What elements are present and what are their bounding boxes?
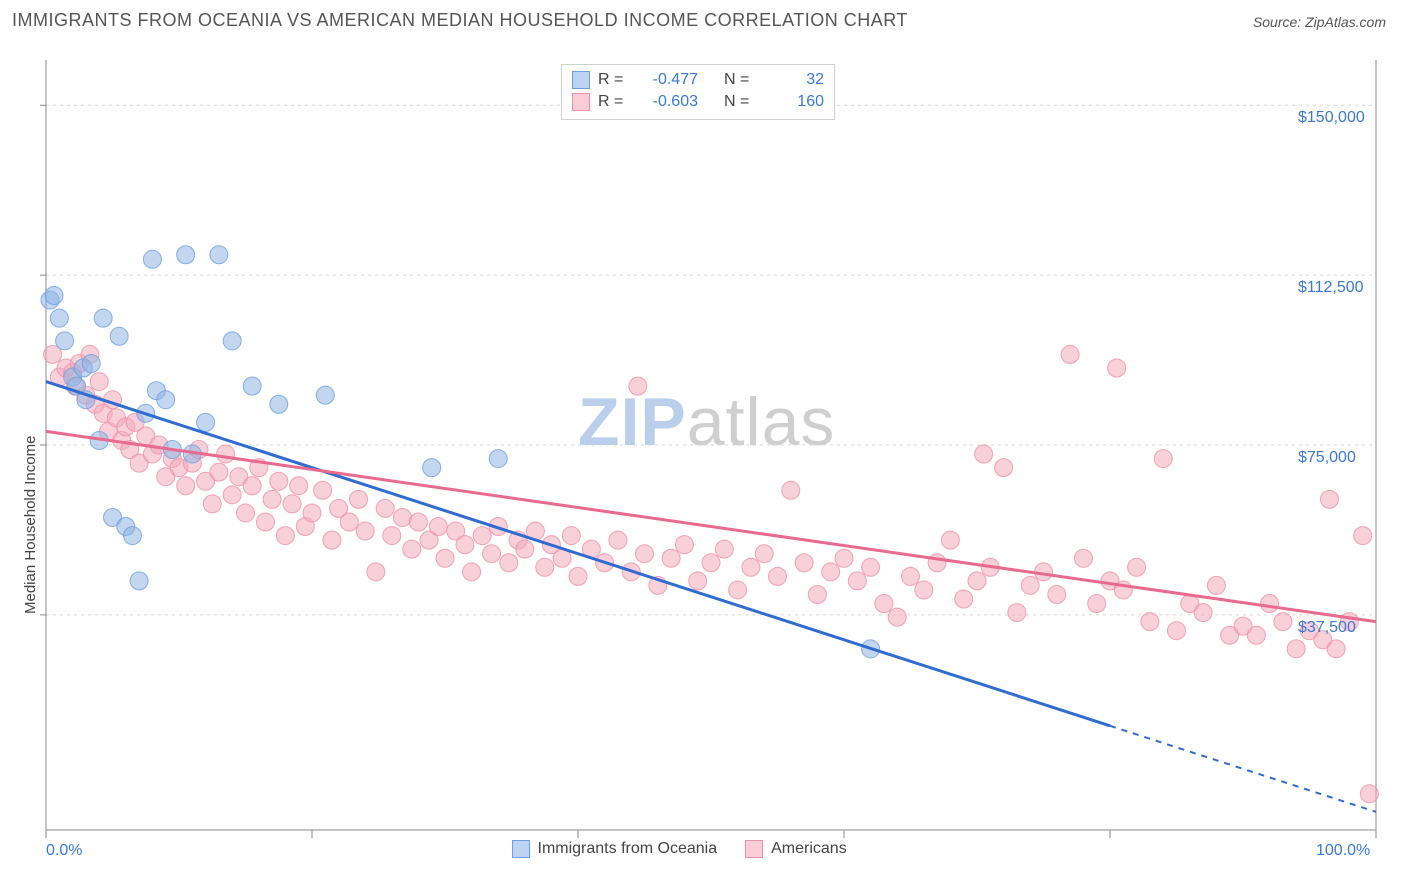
n-value-americans: 160: [766, 91, 824, 113]
source-attribution: Source: ZipAtlas.com: [1253, 14, 1386, 30]
n-value-oceania: 32: [766, 69, 824, 91]
swatch-americans: [745, 840, 763, 858]
source-name: ZipAtlas.com: [1305, 14, 1386, 30]
n-label: N =: [724, 91, 758, 113]
x-tick-label: 100.0%: [1316, 842, 1370, 860]
y-tick-label: $37,500: [1298, 619, 1356, 637]
chart-root: IMMIGRANTS FROM OCEANIA VS AMERICAN MEDI…: [0, 0, 1406, 892]
r-label: R =: [598, 91, 632, 113]
y-tick-label: $75,000: [1298, 449, 1356, 467]
svg-layer: [46, 60, 1376, 830]
r-value-oceania: -0.477: [640, 69, 698, 91]
n-label: N =: [724, 69, 758, 91]
stats-row-americans: R = -0.603 N = 160: [572, 91, 824, 113]
source-label: Source:: [1253, 14, 1301, 30]
legend-label-americans: Americans: [771, 840, 847, 858]
r-value-americans: -0.603: [640, 91, 698, 113]
swatch-oceania: [572, 71, 590, 89]
y-axis-label: Median Household Income: [22, 436, 39, 614]
x-tick-label: 0.0%: [46, 842, 82, 860]
legend-item-americans: Americans: [745, 840, 847, 858]
y-tick-label: $112,500: [1298, 279, 1364, 297]
y-tick-label: $150,000: [1298, 109, 1365, 127]
plot-area: ZIPatlas R = -0.477 N = 32 R = -0.603 N …: [46, 60, 1376, 830]
swatch-oceania: [512, 840, 530, 858]
stats-legend: R = -0.477 N = 32 R = -0.603 N = 160: [561, 64, 835, 120]
r-label: R =: [598, 69, 632, 91]
legend-item-oceania: Immigrants from Oceania: [512, 840, 718, 858]
legend-label-oceania: Immigrants from Oceania: [538, 840, 718, 858]
bottom-legend: Immigrants from Oceania Americans: [512, 840, 847, 858]
stats-row-oceania: R = -0.477 N = 32: [572, 69, 824, 91]
swatch-americans: [572, 93, 590, 111]
chart-title: IMMIGRANTS FROM OCEANIA VS AMERICAN MEDI…: [12, 10, 908, 31]
